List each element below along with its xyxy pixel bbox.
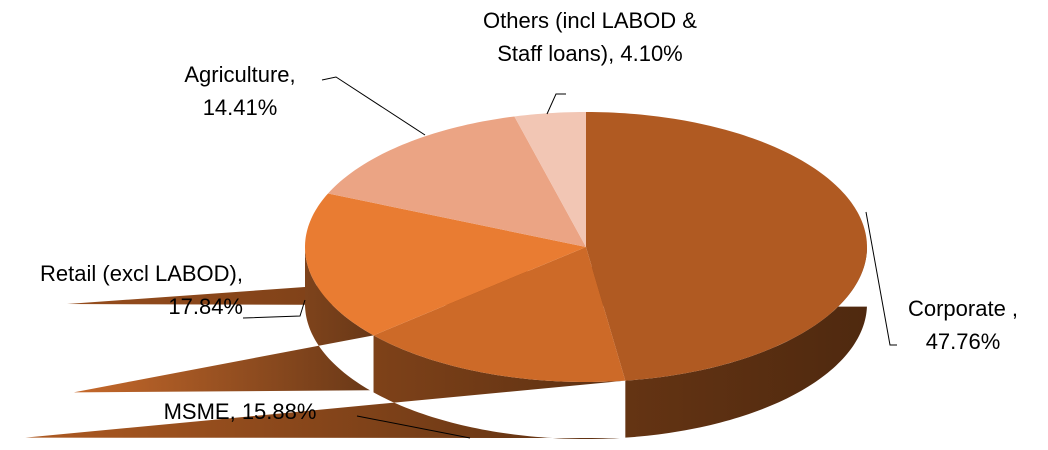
leader-line <box>321 76 426 136</box>
slice-side <box>25 335 626 439</box>
value-label: 4.10% <box>620 41 683 66</box>
slice <box>586 112 867 381</box>
slice <box>328 116 586 248</box>
slice <box>373 247 626 382</box>
slice-side <box>73 247 374 393</box>
leader-line <box>865 211 897 346</box>
value-label: 47.76% <box>925 329 1001 354</box>
value-label: 17.84% <box>168 294 243 319</box>
category-label: MSME, <box>163 399 236 424</box>
value-label: 14.41% <box>202 95 278 120</box>
slice <box>514 112 586 247</box>
category-label: Others (incl LABOD & Staff loans), <box>483 8 697 66</box>
leader-line <box>242 299 306 319</box>
pie-tops <box>305 112 867 382</box>
value-label: 15.88% <box>241 399 317 424</box>
data-label: Others (incl LABOD & Staff loans), 4.10% <box>475 4 705 70</box>
leader-line <box>356 415 471 439</box>
data-label: MSME, 15.88% <box>110 395 370 428</box>
category-label: Agriculture, <box>184 62 296 87</box>
data-label: Retail (excl LABOD), 17.84% <box>0 257 243 323</box>
data-label: Agriculture, 14.41% <box>145 58 335 124</box>
slice <box>305 193 586 336</box>
category-label: Retail (excl LABOD), <box>40 261 243 286</box>
category-label: Corporate , <box>907 296 1019 321</box>
data-label: Corporate , 47.76% <box>878 292 1048 358</box>
leader-line <box>546 93 566 115</box>
